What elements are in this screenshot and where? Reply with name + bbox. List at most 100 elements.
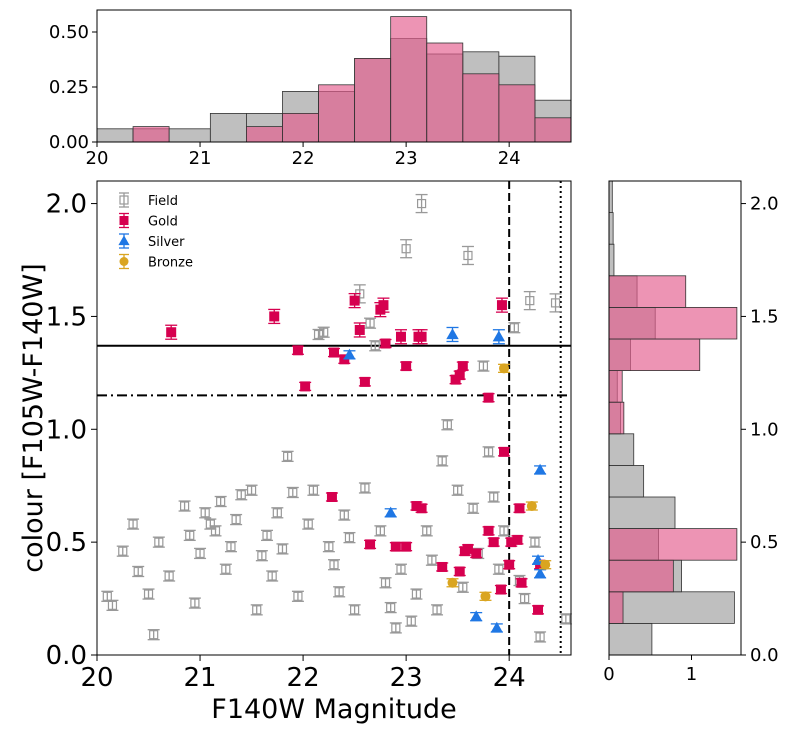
legend-label: Field: [148, 194, 178, 209]
silver-point: [492, 330, 506, 342]
main-x-tick-label: 20: [80, 663, 113, 693]
legend-entry-bronze: Bronze: [119, 253, 193, 271]
field-point: [463, 250, 473, 261]
field-point: [489, 492, 499, 502]
gold-point: [326, 492, 337, 502]
legend-label: Bronze: [148, 256, 193, 271]
gold-point: [416, 331, 427, 342]
field-point: [468, 503, 478, 513]
top-hist-bar-field: [168, 128, 211, 143]
field-point: [432, 605, 442, 615]
silver-point: [384, 506, 397, 518]
right-hist-bar-gold: [608, 370, 623, 403]
field-point: [406, 616, 416, 626]
gold-point: [292, 345, 303, 356]
right-hist-bar-gold: [608, 306, 738, 340]
field-point: [190, 598, 200, 608]
field-point: [195, 548, 205, 559]
y-axis-label: colour [F105W-F140W]: [18, 263, 49, 572]
field-point: [442, 420, 452, 430]
top-hist-bar-field: [96, 128, 134, 143]
top-hist-bar-gold: [534, 117, 572, 143]
main-x-tick-label: 21: [183, 663, 216, 693]
gold-point: [380, 338, 391, 349]
field-point: [520, 593, 530, 604]
legend-marker-silver: [118, 235, 130, 246]
field-point: [478, 361, 489, 371]
right-y-tick-label: 2.0: [750, 194, 779, 215]
right-x-tick-label: 1: [686, 664, 697, 685]
field-point: [216, 496, 226, 507]
legend: Field Gold Silver Bronze: [118, 192, 193, 271]
legend-marker-gold: [119, 216, 129, 225]
field-point: [236, 490, 246, 500]
gold-point: [354, 324, 365, 335]
field-point: [329, 560, 339, 570]
top-x-tick-label: 21: [189, 148, 212, 169]
top-hist-bar-gold: [282, 113, 319, 143]
gold-point: [495, 584, 506, 595]
gold-point: [269, 311, 280, 322]
main-plot-background: [97, 181, 571, 655]
gold-point: [496, 300, 507, 311]
gold-point: [437, 561, 448, 572]
silver-point: [533, 567, 547, 579]
field-point: [380, 578, 391, 588]
gold-point: [457, 361, 468, 372]
x-axis-label: F140W Magnitude: [211, 694, 456, 725]
field-point: [133, 566, 143, 577]
field-point: [149, 630, 159, 640]
gold-point: [533, 604, 544, 615]
field-point: [267, 571, 277, 581]
gold-point: [483, 392, 494, 403]
main-y-tick-label: 0.5: [46, 528, 87, 558]
legend-marker-bronze: [119, 257, 129, 266]
legend-marker-field: [119, 195, 129, 205]
field-point: [246, 485, 257, 495]
right-hist-bar-field: [608, 243, 615, 277]
main-x-tick-label: 24: [493, 663, 526, 693]
field-point: [370, 341, 380, 351]
gold-point: [454, 370, 465, 381]
field-point: [143, 589, 154, 599]
top-x-tick-label: 23: [395, 148, 418, 169]
legend-entry-silver: Silver: [118, 233, 185, 250]
main-y-tick-label: 1.0: [46, 415, 87, 445]
gold-point: [504, 559, 515, 570]
right-hist-bar-field: [608, 591, 735, 624]
field-point: [107, 600, 118, 610]
field-point: [210, 526, 221, 536]
gold-point: [416, 503, 427, 514]
top-hist-bar-gold: [132, 126, 170, 143]
main-scatter-plot: 20 21 22 23 24 0.0 0.5 1.0 1.5 2.0 F140W Magnitude…: [18, 180, 572, 725]
bronze-point: [499, 363, 510, 374]
top-hist-bar-gold: [390, 16, 428, 143]
top-hist-bar-field: [209, 113, 247, 143]
main-y-tick-label: 0.0: [46, 641, 87, 671]
top-hist-frame: [96, 9, 572, 143]
gold-point: [329, 347, 339, 358]
field-point: [185, 530, 195, 540]
legend-entry-gold: Gold: [119, 212, 178, 230]
silver-point: [343, 348, 356, 360]
field-point: [350, 605, 360, 615]
top-x-tick-label: 20: [86, 148, 109, 169]
field-point: [128, 519, 138, 529]
top-y-tick-label: 0.00: [49, 132, 89, 153]
bronze-point: [526, 501, 537, 512]
gold-point: [300, 381, 311, 392]
field-point: [324, 542, 334, 552]
field-point: [494, 564, 504, 574]
field-point: [288, 487, 298, 498]
field-point: [154, 537, 164, 547]
field-point: [334, 587, 344, 597]
field-point: [391, 623, 401, 633]
gold-point: [483, 525, 494, 536]
main-y-tick-label: 1.5: [46, 302, 87, 332]
top-hist-bar-gold: [498, 84, 536, 143]
top-hist-bar-gold: [318, 84, 356, 143]
field-point: [221, 564, 231, 574]
legend-label: Silver: [148, 235, 185, 250]
field-point: [365, 318, 375, 328]
